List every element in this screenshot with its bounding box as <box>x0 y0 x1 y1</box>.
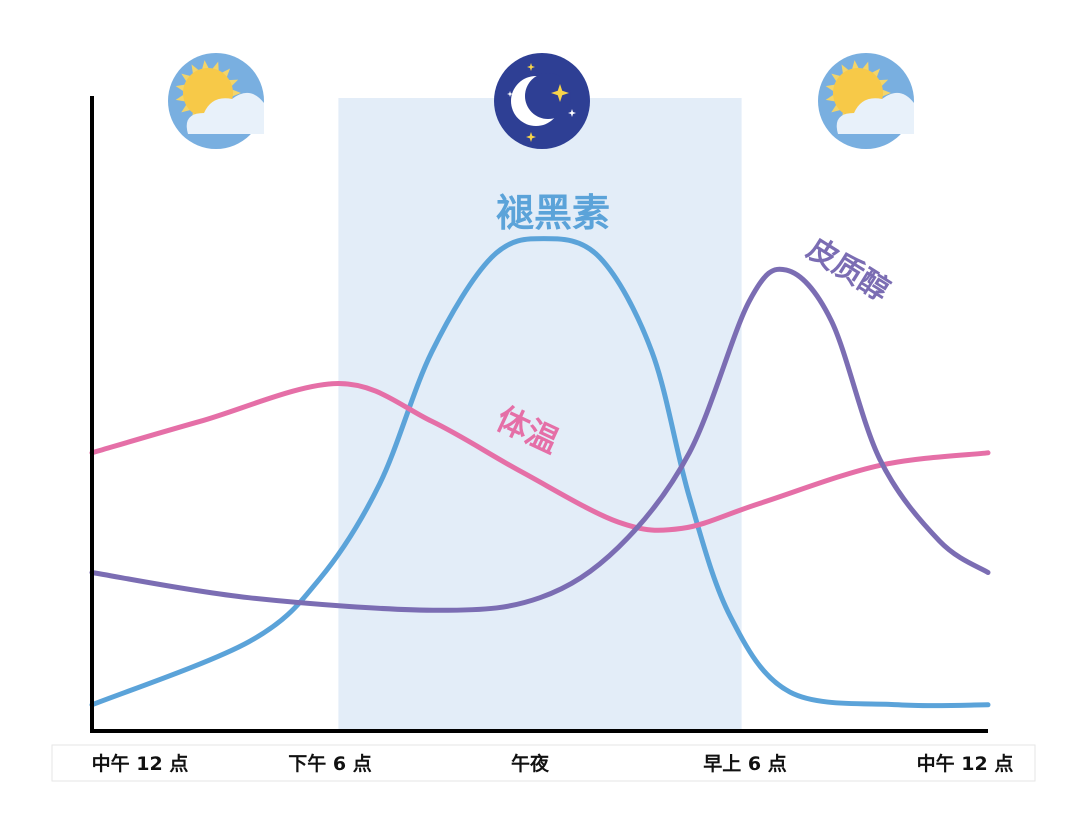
sun-cloud-icon <box>818 53 914 149</box>
x-tick-label: 中午 12 点 <box>92 752 189 775</box>
tick-label-box <box>51 744 1036 782</box>
x-tick-label: 下午 6 点 <box>288 752 371 775</box>
moon-stars-icon <box>494 53 590 149</box>
x-tick-label: 中午 12 点 <box>917 752 1014 775</box>
series-line-2 <box>89 266 991 613</box>
series-line-1 <box>89 380 991 533</box>
x-tick-label: 早上 6 点 <box>703 753 786 775</box>
x-tick-label: 午夜 <box>511 752 550 775</box>
sun-cloud-icon <box>168 53 264 149</box>
series-line-0 <box>89 236 991 709</box>
series-label-melatonin: 褪黑素 <box>496 191 610 235</box>
